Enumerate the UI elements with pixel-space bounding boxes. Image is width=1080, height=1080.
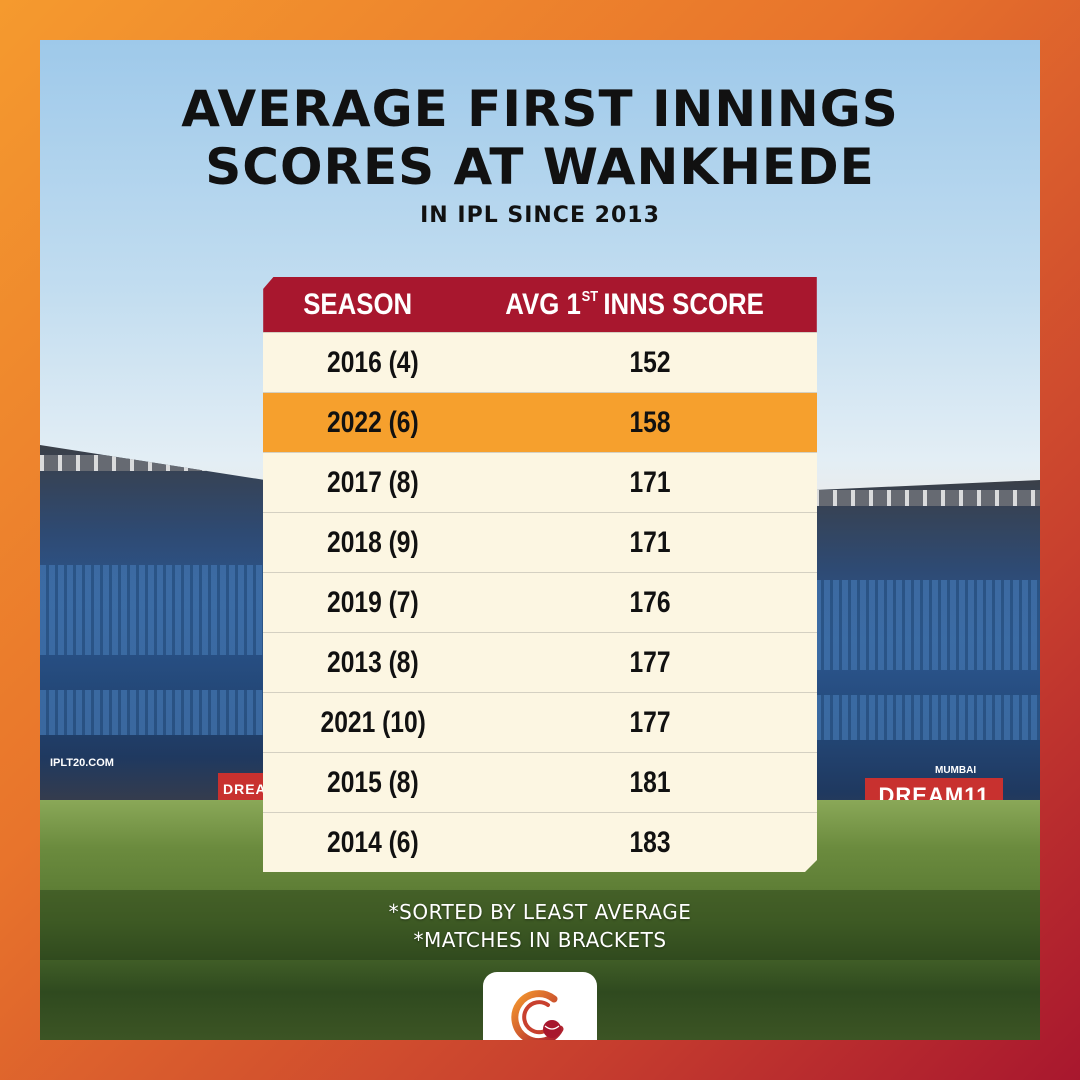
season-text: 2013 (8) (327, 645, 419, 679)
score-text: 171 (629, 525, 671, 559)
season-text: 2014 (6) (327, 825, 419, 859)
score-text: 158 (629, 405, 671, 439)
table-row: 2018 (9) 171 (263, 512, 817, 572)
season-text: 2015 (8) (327, 765, 419, 799)
season-cell: 2015 (8) (263, 753, 483, 812)
score-text: 183 (629, 825, 671, 859)
season-cell: 2022 (6) (263, 393, 483, 452)
table-body: 2016 (4) 152 2022 (6) 158 2017 (8) 171 2018 (9… (263, 332, 817, 872)
banner-city: MUMBAI (935, 765, 977, 776)
scores-table: SEASON AVG 1 ST INNS SCORE 2016 (4) 152 2022… (263, 277, 817, 872)
title-line-2: SCORES AT WANKHEDE (205, 138, 875, 196)
season-cell: 2021 (10) (263, 693, 483, 752)
season-text: 2019 (7) (327, 585, 419, 619)
season-cell: 2019 (7) (263, 573, 483, 632)
header-avg-score: AVG 1 ST INNS SCORE (452, 277, 817, 332)
table-row: 2021 (10) 177 (263, 692, 817, 752)
banner-iplt20: IPLT20.COM (50, 757, 114, 769)
score-text: 171 (629, 465, 671, 499)
score-text: 177 (629, 705, 671, 739)
header-season: SEASON (303, 287, 413, 321)
season-text: 2017 (8) (327, 465, 419, 499)
table-row: 2019 (7) 176 (263, 572, 817, 632)
score-text: 181 (629, 765, 671, 799)
header-score-prefix: AVG 1 (505, 287, 581, 321)
footnote-brackets: *MATCHES IN BRACKETS (413, 928, 667, 952)
season-text: 2021 (10) (320, 705, 426, 739)
page-title: AVERAGE FIRST INNINGS SCORES AT WANKHEDE (40, 80, 1040, 196)
score-cell: 183 (483, 813, 817, 872)
score-text: 177 (629, 645, 671, 679)
header-score-sup: ST (581, 288, 599, 305)
title-line-1: AVERAGE FIRST INNINGS (181, 80, 899, 138)
score-cell: 177 (483, 633, 817, 692)
seats-upper-left (40, 565, 265, 655)
season-text: 2016 (4) (327, 345, 419, 379)
score-cell: 176 (483, 573, 817, 632)
score-text: 176 (629, 585, 671, 619)
stadium-stand-left: IPLT20.COM DREAM11 (40, 445, 265, 845)
season-cell: 2017 (8) (263, 453, 483, 512)
season-cell: 2016 (4) (263, 333, 483, 392)
ad-banner-left: DREAM11 (218, 773, 265, 805)
table-row: 2015 (8) 181 (263, 752, 817, 812)
score-cell: 171 (483, 513, 817, 572)
score-cell: 171 (483, 453, 817, 512)
footnote-sorted: *SORTED BY LEAST AVERAGE (388, 900, 692, 924)
score-cell: 181 (483, 753, 817, 812)
season-text: 2018 (9) (327, 525, 419, 559)
table-row: 2022 (6) 158 (263, 392, 817, 452)
table-row: 2013 (8) 177 (263, 632, 817, 692)
score-cell: 158 (483, 393, 817, 452)
brand-logo-box (483, 972, 597, 1040)
seats-lower-left (40, 690, 265, 735)
seats-lower-right (815, 695, 1040, 740)
seats-upper-right (815, 580, 1040, 670)
season-cell: 2014 (6) (263, 813, 483, 872)
roof-truss-right (815, 490, 1040, 506)
footnotes: *SORTED BY LEAST AVERAGE *MATCHES IN BRA… (40, 898, 1040, 954)
season-text: 2022 (6) (327, 405, 419, 439)
page-subtitle: IN IPL SINCE 2013 (420, 203, 660, 228)
score-text: 152 (629, 345, 671, 379)
ad-text-left: DREAM11 (223, 781, 263, 797)
header-score-suffix: INNS SCORE (603, 287, 764, 321)
table-row: 2016 (4) 152 (263, 332, 817, 392)
table-header: SEASON AVG 1 ST INNS SCORE (263, 277, 817, 332)
table-row: 2017 (8) 171 (263, 452, 817, 512)
poster-frame: IPLT20.COM DREAM11 MUMBAI DREAM11 AVERAG… (40, 40, 1040, 1040)
season-cell: 2018 (9) (263, 513, 483, 572)
score-cell: 152 (483, 333, 817, 392)
score-cell: 177 (483, 693, 817, 752)
season-cell: 2013 (8) (263, 633, 483, 692)
cricket-ball-logo-icon (511, 990, 564, 1040)
table-row: 2014 (6) 183 (263, 812, 817, 872)
roof-truss-left (40, 455, 265, 471)
